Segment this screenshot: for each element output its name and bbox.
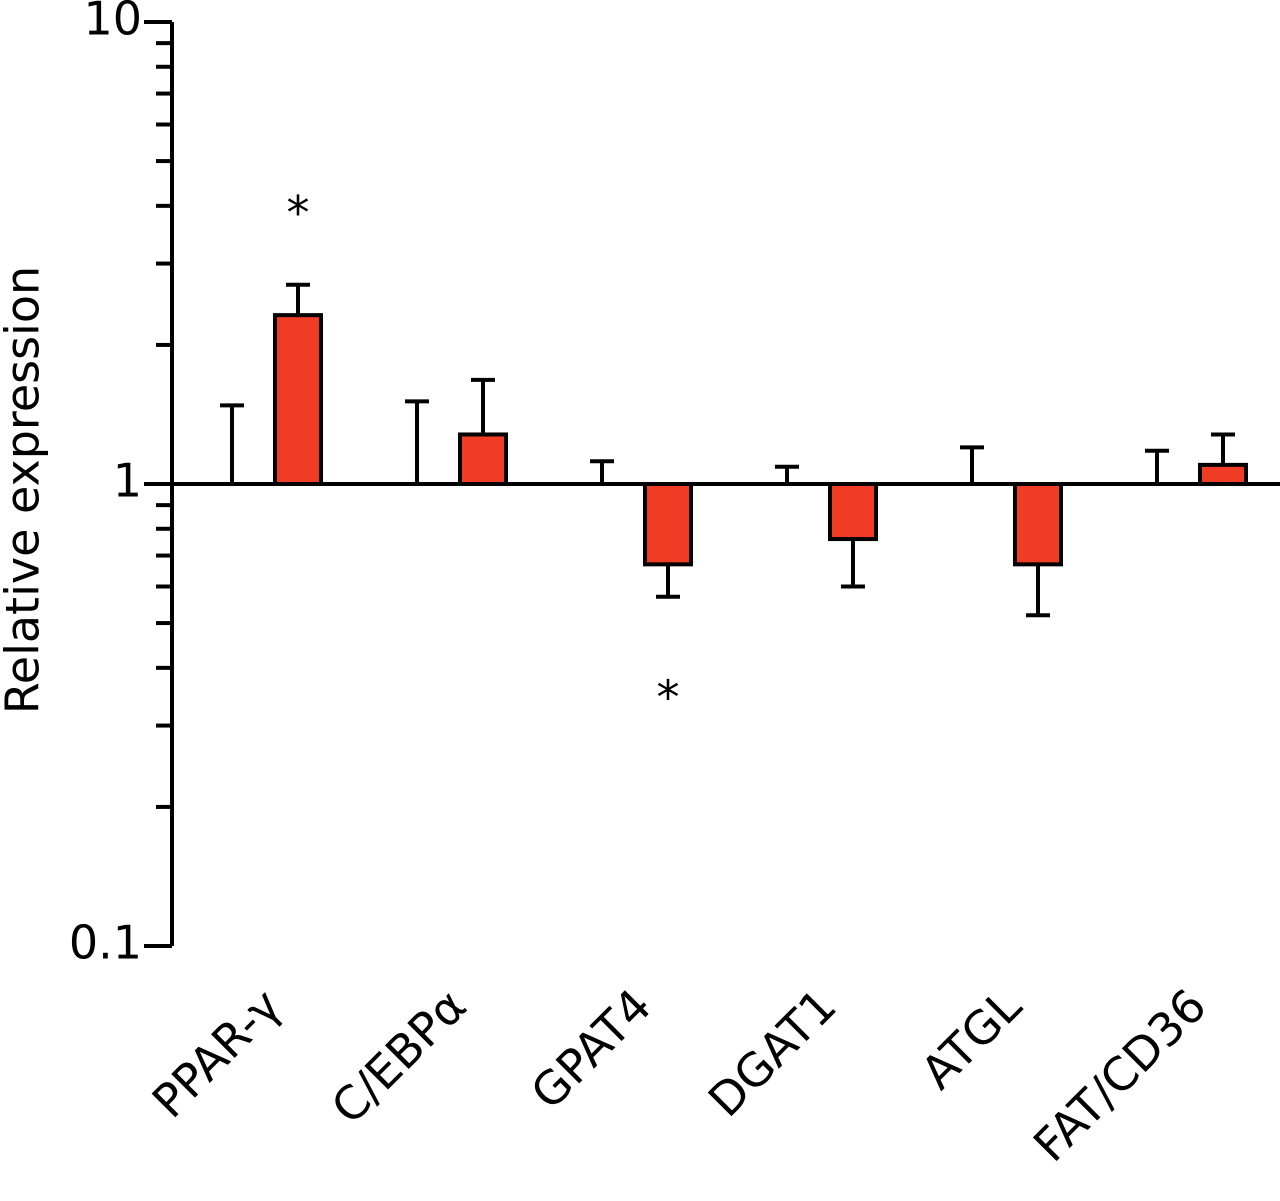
bar — [458, 432, 508, 486]
x-tick-label: PPAR-γ — [142, 978, 292, 1128]
significance-label: * — [287, 186, 310, 240]
bar — [828, 482, 878, 542]
bar — [273, 313, 323, 487]
y-tick-label: 0.1 — [69, 916, 142, 970]
x-tick-label: DGAT1 — [698, 978, 847, 1127]
y-tick-label: 10 — [83, 0, 142, 46]
bar — [643, 482, 693, 567]
bar — [1013, 482, 1063, 567]
y-tick-label: 1 — [113, 454, 142, 508]
significance-label: * — [657, 670, 680, 724]
x-tick-label: GPAT4 — [520, 978, 661, 1119]
y-axis-label: Relative expression — [0, 266, 50, 714]
x-tick-label: ATGL — [911, 978, 1032, 1099]
x-tick-label: C/EBPα — [321, 978, 477, 1134]
bar — [1198, 462, 1248, 487]
x-tick-label: FAT/CD36 — [1023, 978, 1217, 1172]
